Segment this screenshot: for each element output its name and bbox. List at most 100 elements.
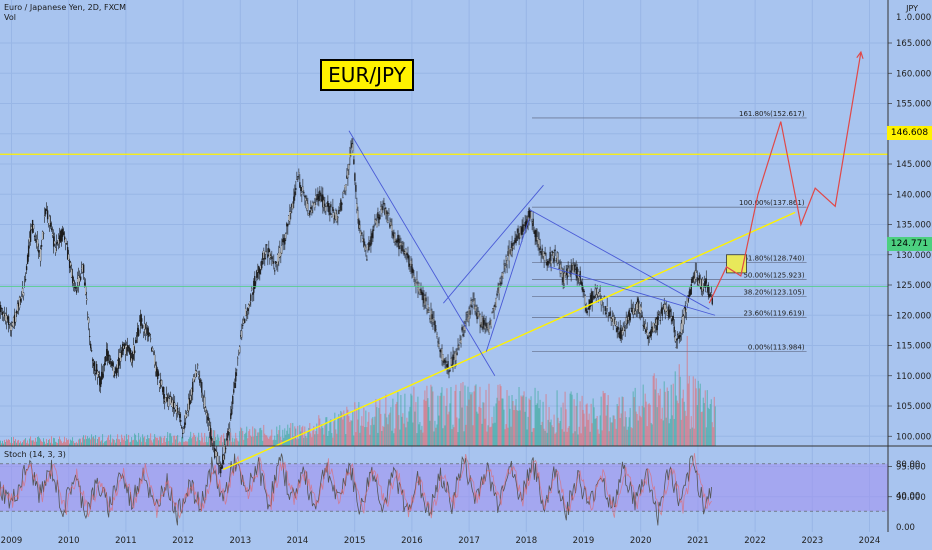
volume-bar [598,433,600,446]
candle-body [629,313,631,321]
candle-body [294,191,296,197]
volume-bar [358,402,360,446]
volume-bar [518,387,520,446]
volume-bar [151,440,153,446]
volume-bar [53,437,55,446]
volume-bar [363,407,365,446]
candle-body [559,264,561,274]
volume-bar [32,440,33,446]
volume-bar [176,435,178,446]
volume-bar [182,436,184,446]
candle-body [115,367,117,374]
candle-body [155,365,157,372]
candle-body [38,254,41,257]
volume-bar [239,431,241,446]
volume-bar [77,443,79,446]
candle-body [688,291,690,298]
volume-bar [388,414,390,446]
volume-bar [268,438,270,446]
candle-body [446,364,448,367]
volume-bar [469,392,471,446]
candle-body [319,190,321,197]
volume-bar [287,424,289,446]
channel-lines[interactable] [348,130,716,376]
volume-bar [713,396,715,446]
volume-bar [113,439,115,446]
candle-body [199,378,201,383]
volume-bar [10,442,11,446]
volume-bar [356,408,358,446]
volume-bar [333,421,335,446]
candle-body [486,327,488,329]
candle-body [568,266,570,268]
fib-level-label: 23.60%(119.619) [743,310,804,318]
horizontal-levels[interactable] [0,153,888,287]
candle-body [272,262,274,264]
candle-body [59,231,62,243]
candle-body [165,397,167,403]
volume-bar [591,423,593,446]
volume-bar [486,431,488,446]
stoch-tick-label: 0.00 [896,523,915,533]
volume-bar [243,439,245,446]
candle-body [492,308,494,310]
price-tick-label: 110.000 [896,372,931,382]
volume-bar [2,440,3,446]
candle-body [695,270,697,272]
support-trendline[interactable] [222,211,796,471]
candle-body [565,272,567,276]
volume-bar [491,416,493,446]
candle-body [361,232,363,234]
volume-bar [545,394,547,446]
volume-bar [514,405,516,446]
candle-body [663,304,665,310]
candle-body [311,209,313,213]
candle-body [263,250,265,259]
volume-bar [317,434,319,446]
time-tick-label: 2011 [115,536,137,546]
candle-body [127,345,129,352]
candle-body [209,425,211,433]
volume-bar [666,387,668,446]
candle-body [365,246,367,251]
candle-body [324,203,326,207]
volume-bar [645,401,647,446]
time-axis[interactable]: 2009 2010 2011 2012 2013 2014 2015 2016 2017 2018… [1,536,881,546]
volume-bar [562,402,564,446]
volume-bar [655,378,657,446]
volume-bar [528,398,530,446]
volume-bar [606,405,608,446]
candle-body [696,277,698,282]
volume-bar [277,434,279,446]
volume-bar [377,432,379,446]
fibonacci-levels[interactable]: 161.80%(152.617) 100.00%(137.861) 61.80%(1… [532,110,807,353]
candle-body [246,313,248,315]
volume-bar [608,431,610,446]
candle-body [398,238,400,250]
price-tick-label: 125.000 [896,281,931,291]
volume-bar [190,431,192,446]
price-axis[interactable]: 1 .0.000165.000160.000155.000150.000145.… [888,13,931,503]
candle-body [586,310,588,314]
candle-body [172,399,174,408]
candle-body [645,329,647,333]
volume-bar [468,399,470,446]
volume-bar [123,439,125,446]
candle-body [219,463,221,466]
volume-bar [698,388,700,446]
time-tick-label: 2019 [573,536,595,546]
candle-body [548,261,550,263]
candle-body [6,316,9,320]
candle-body [291,204,293,208]
candle-body [134,350,136,354]
candle-body [159,382,161,388]
time-tick-label: 2010 [58,536,80,546]
candle-body [639,306,641,314]
candle-body [668,310,670,318]
projection-path[interactable] [708,52,862,304]
volume-bar [546,432,548,446]
volume-bar [320,428,322,446]
last-price-box: 124.771 [887,237,932,251]
volume-bar [137,441,139,446]
